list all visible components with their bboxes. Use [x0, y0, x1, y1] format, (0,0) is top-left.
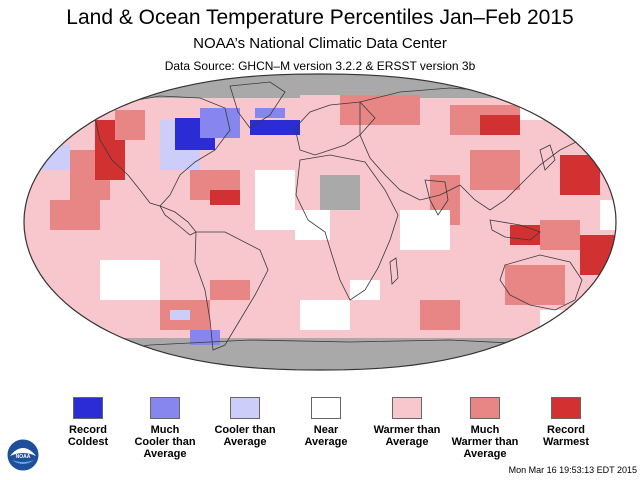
south-indian-much-warm	[420, 300, 460, 330]
middle-east-warm	[380, 165, 420, 190]
chile-cool	[170, 310, 190, 320]
pacific-cool-patch	[40, 145, 70, 170]
legend-swatch-much-cooler	[150, 397, 180, 419]
gulf-stream-record-warm	[210, 190, 240, 205]
map-title: Land & Ocean Temperature Percentiles Jan…	[66, 6, 574, 29]
legend-label-much-cooler: Much Cooler than Average	[134, 424, 196, 460]
legend-swatch-record-coldest	[73, 397, 103, 419]
southeast-asia-islands-outline	[489, 219, 541, 241]
madagascar-outline	[389, 257, 399, 285]
greenland-outline	[229, 81, 286, 129]
siberia-record-warm	[480, 115, 520, 135]
timestamp: Mon Mar 16 19:53:13 EDT 2015	[508, 465, 637, 475]
australia-outline	[499, 254, 583, 311]
data-source: Data Source: GHCN–M version 3.2.2 & ERSS…	[164, 59, 476, 73]
north-atlantic-record-cold	[250, 120, 300, 135]
south-china-warm	[500, 190, 540, 210]
central-america-outline	[159, 205, 197, 236]
southern-indian-ocean-warm	[460, 280, 500, 320]
central-pacific-near	[600, 200, 616, 230]
russia-much-warm	[340, 95, 420, 125]
east-pacific-much-warm	[50, 200, 100, 230]
west-pacific-much-warm	[540, 220, 580, 250]
north-america-outline	[94, 95, 231, 207]
brazil-much-warm	[210, 280, 250, 300]
world-map	[23, 73, 617, 371]
india-outline	[424, 179, 449, 216]
legend-label-much-warmer: Much Warmer than Average	[451, 424, 519, 460]
noaa-logo: NOAA	[6, 438, 40, 472]
south-america-outline	[194, 231, 269, 351]
tasman-near	[540, 310, 570, 330]
indonesia-record-warm	[510, 225, 540, 245]
antarctic-no-data	[24, 338, 616, 370]
legend-label-warmer: Warmer than Average	[373, 424, 441, 448]
legend-swatch-warmer	[392, 397, 422, 419]
legend-label-near-average: Near Average	[304, 424, 348, 448]
legend-swatch-much-warmer	[470, 397, 500, 419]
southeast-pacific-near	[100, 260, 160, 300]
west-africa-near	[295, 210, 330, 240]
svg-text:NOAA: NOAA	[16, 454, 31, 460]
legend-swatch-record-warmest	[551, 397, 581, 419]
south-atlantic-near	[300, 300, 350, 330]
map-border	[23, 73, 617, 371]
arctic-no-data	[540, 98, 616, 113]
arctic-no-data	[24, 98, 100, 118]
tropical-atlantic-near-average	[255, 170, 295, 230]
indian-ocean-near	[400, 210, 450, 250]
central-africa-warm	[330, 210, 370, 270]
china-much-warm	[470, 150, 520, 190]
map-subtitle: NOAA’s National Climatic Data Center	[193, 35, 447, 52]
north-atlantic-much-cool	[255, 108, 285, 118]
japan-outline	[539, 144, 556, 171]
africa-outline	[295, 154, 399, 301]
bering-much-cool	[575, 115, 605, 135]
anomaly-grid	[24, 74, 616, 370]
legend-label-cooler: Cooler than Average	[214, 424, 276, 448]
legend-swatch-cooler	[230, 397, 260, 419]
map-canvas	[24, 74, 616, 370]
new-zealand-outline	[592, 299, 606, 321]
legend-label-record-coldest: Record Coldest	[67, 424, 109, 448]
east-siberia-near	[520, 100, 550, 120]
alaska-much-warm	[115, 110, 145, 140]
sahara-no-data	[320, 175, 360, 210]
legend-label-record-warmest: Record Warmest	[542, 424, 590, 448]
legend-swatch-near-average	[311, 397, 341, 419]
australia-much-warm	[505, 265, 565, 305]
labrador-much-cool	[200, 108, 240, 138]
